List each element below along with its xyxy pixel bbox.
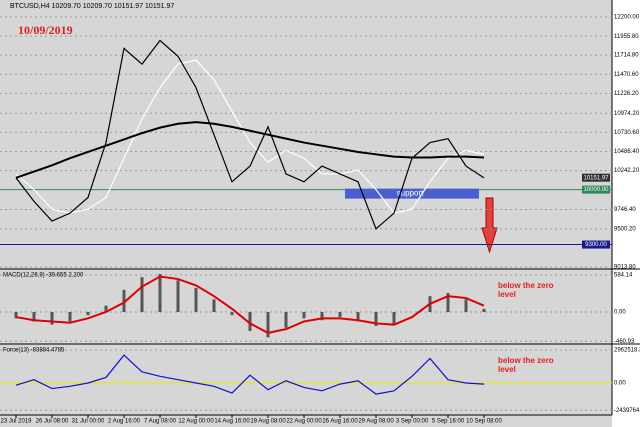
y-tick-label: 11714.80 bbox=[614, 53, 639, 59]
symbol-header: BTCUSD,H4 10209.70 10209.70 10151.97 101… bbox=[10, 3, 174, 10]
y-tick-label: 10486.40 bbox=[614, 149, 640, 155]
axis-background bbox=[612, 0, 640, 427]
y-tick-label: 0.00 bbox=[614, 310, 626, 316]
level-box bbox=[582, 173, 610, 182]
series-line bbox=[15, 121, 485, 179]
level-box bbox=[582, 185, 610, 194]
y-tick-label: 11470.60 bbox=[614, 72, 639, 78]
x-tick-label: 14 Aug 16:00 bbox=[214, 419, 250, 425]
x-tick-label: 2 Aug 16:00 bbox=[108, 419, 141, 425]
chart-title: 10/09/2019 bbox=[18, 23, 73, 37]
x-tick-label: 12 Aug 00:00 bbox=[178, 419, 214, 425]
panel-label: Force(13) -83884.4785 bbox=[3, 348, 65, 354]
y-tick-label: 12200.00 bbox=[614, 15, 640, 21]
x-tick-label: 10 Sep 08:00 bbox=[466, 419, 502, 425]
y-tick-label: 11955.80 bbox=[614, 34, 639, 40]
level-label: 10151.97 bbox=[583, 175, 609, 181]
y-tick-label: 9013.80 bbox=[614, 265, 636, 271]
series-line bbox=[15, 354, 485, 395]
y-tick-label: 584.14 bbox=[614, 273, 633, 279]
x-tick-label: 29 Aug 08:00 bbox=[358, 419, 394, 425]
x-tick-label: 26 Jul 08:00 bbox=[36, 419, 69, 425]
annotation: below the zero bbox=[498, 281, 554, 290]
series-line bbox=[15, 39, 485, 230]
series-line bbox=[15, 275, 485, 334]
y-tick-label: 11226.20 bbox=[614, 91, 639, 97]
x-tick-label: 7 Aug 08:00 bbox=[144, 419, 177, 425]
panel-label: MACD(12,26,9) -39.655 2.200 bbox=[3, 273, 84, 279]
x-tick-label: 22 Aug 00:00 bbox=[286, 419, 322, 425]
support-zone bbox=[345, 188, 479, 199]
x-tick-label: 31 Jul 00:00 bbox=[72, 419, 105, 425]
x-tick-label: 26 Aug 16:00 bbox=[322, 419, 358, 425]
annotation: level bbox=[498, 290, 516, 299]
y-tick-label: 10242.20 bbox=[614, 168, 640, 174]
x-tick-label: 5 Sep 16:00 bbox=[432, 419, 465, 425]
annotation: level bbox=[498, 365, 516, 374]
support-label: support bbox=[397, 189, 424, 198]
level-label: 10000.00 bbox=[583, 187, 609, 193]
y-tick-label: 10730.60 bbox=[614, 130, 640, 136]
y-tick-label: 9746.40 bbox=[614, 207, 636, 213]
level-box bbox=[582, 240, 610, 249]
y-tick-label: 10974.20 bbox=[614, 111, 640, 117]
x-tick-label: 23 Jul 2019 bbox=[0, 419, 32, 425]
y-tick-label: 2962518.34 bbox=[614, 348, 640, 354]
y-tick-label: 9500.20 bbox=[614, 226, 636, 232]
y-tick-label: 0.00 bbox=[614, 381, 626, 387]
x-tick-label: 19 Aug 08:00 bbox=[250, 419, 286, 425]
y-tick-label: -460.93 bbox=[614, 339, 635, 345]
y-tick-label: -2439764.51 bbox=[614, 408, 640, 414]
series-line bbox=[15, 59, 485, 214]
x-tick-label: 3 Sep 00:00 bbox=[396, 419, 429, 425]
annotation: below the zero bbox=[498, 356, 554, 365]
down-arrow bbox=[481, 197, 498, 254]
level-label: 9300.00 bbox=[585, 242, 607, 248]
plot-background bbox=[0, 0, 612, 427]
